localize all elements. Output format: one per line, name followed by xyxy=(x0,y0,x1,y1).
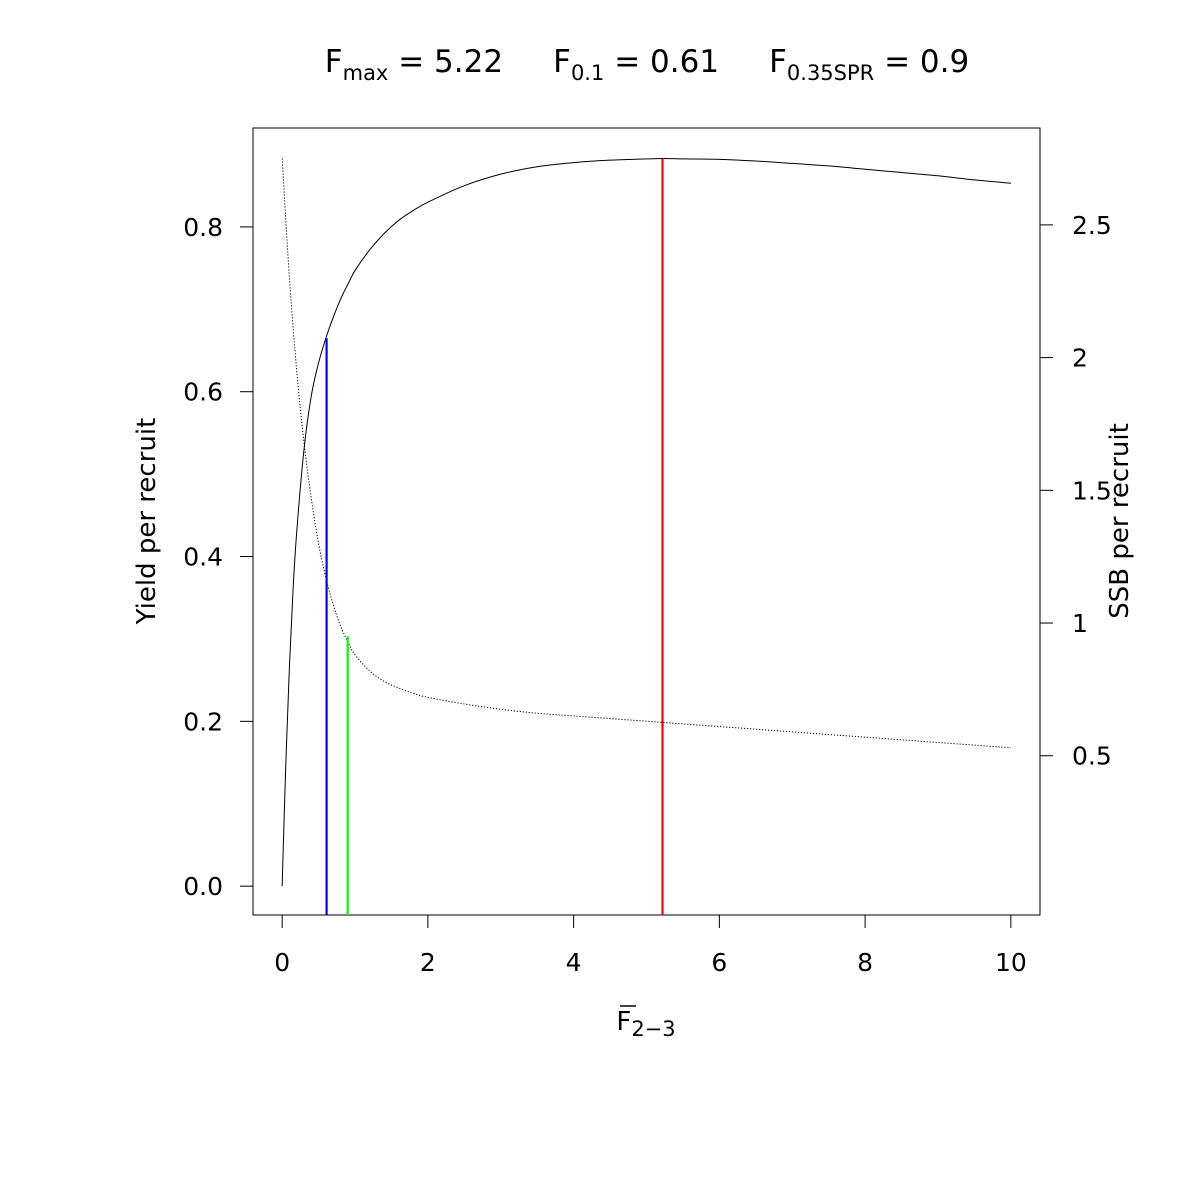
y-left-tick-label: 0.8 xyxy=(183,213,223,242)
y-right-tick-label: 1.5 xyxy=(1072,476,1112,505)
x-axis-title-subscript: 2−3 xyxy=(631,1017,675,1041)
plot-frame xyxy=(252,127,1041,916)
y-left-axis-title: Yield per recruit xyxy=(132,418,162,626)
y-right-tick-label: 0.5 xyxy=(1072,742,1112,771)
x-tick-label: 10 xyxy=(995,948,1027,977)
title-fmax-symbol: F xyxy=(325,44,343,80)
y-right-tick-label: 2.5 xyxy=(1072,211,1112,240)
y-left-axis: 0.0 0.2 0.4 0.6 0.8 xyxy=(183,213,254,901)
x-axis: 0 2 4 6 8 10 xyxy=(274,914,1027,977)
x-tick-label: 4 xyxy=(566,948,582,977)
chart-title: Fmax = 5.22 F0.1 = 0.61 F0.35SPR = 0.9 xyxy=(325,44,969,85)
y-left-tick-label: 0.2 xyxy=(183,707,223,736)
x-tick-label: 8 xyxy=(857,948,873,977)
ssb-per-recruit-line xyxy=(281,158,1011,749)
x-tick-label: 6 xyxy=(711,948,727,977)
y-right-axis-title: SSB per recruit xyxy=(1105,423,1135,619)
title-fmax-subscript: max xyxy=(343,61,389,85)
title-f035spr-subscript: 0.35SPR xyxy=(787,61,874,85)
yield-per-recruit-line xyxy=(281,157,1011,887)
series-layer xyxy=(281,157,1011,887)
title-f01-subscript: 0.1 xyxy=(571,61,604,85)
reference-lines xyxy=(325,158,664,915)
title-f035spr-value: = 0.9 xyxy=(874,44,969,80)
x-axis-title: F2−3 xyxy=(616,1007,675,1041)
title-f035spr-symbol: F xyxy=(769,44,787,80)
y-right-axis: 0.5 1 1.5 2 2.5 xyxy=(1039,211,1112,771)
title-fmax-value: = 5.22 xyxy=(388,44,503,80)
x-tick-label: 2 xyxy=(420,948,436,977)
title-f01-value: = 0.61 xyxy=(604,44,719,80)
x-axis-title-symbol: F xyxy=(616,1007,631,1037)
title-f01-symbol: F xyxy=(553,44,571,80)
x-tick-label: 0 xyxy=(274,948,290,977)
y-right-tick-label: 1 xyxy=(1072,609,1088,638)
y-left-tick-label: 0.0 xyxy=(183,872,223,901)
y-left-tick-label: 0.4 xyxy=(183,543,223,572)
y-left-tick-label: 0.6 xyxy=(183,378,223,407)
y-right-tick-label: 2 xyxy=(1072,344,1088,373)
